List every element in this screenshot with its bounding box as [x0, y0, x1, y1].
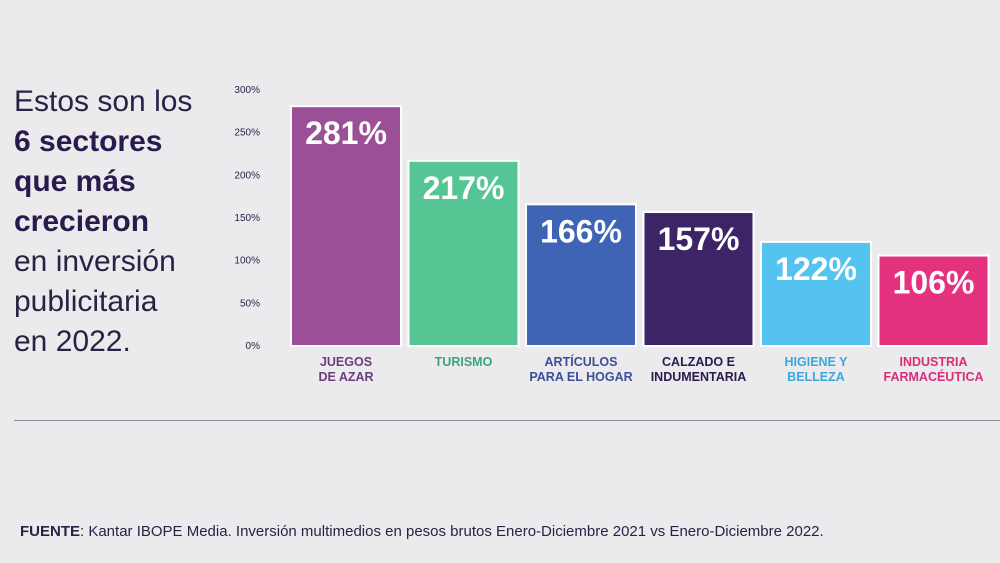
headline: Estos son los 6 sectores que más crecier… — [14, 82, 219, 362]
category-label: CALZADO E — [662, 355, 735, 369]
category-label: FARMACÉUTICA — [884, 369, 984, 384]
headline-line-1: Estos son los — [14, 85, 193, 118]
category-label: DE AZAR — [318, 370, 373, 384]
divider — [14, 420, 1000, 421]
source-note: FUENTE: Kantar IBOPE Media. Inversión mu… — [20, 523, 824, 540]
category-label: INDUMENTARIA — [651, 370, 747, 384]
category-label: ARTÍCULOS — [545, 354, 618, 369]
bar — [642, 211, 755, 347]
y-tick-label: 50% — [240, 298, 260, 309]
source-label: FUENTE — [20, 523, 80, 540]
bar — [290, 105, 402, 347]
category-label: BELLEZA — [787, 370, 845, 384]
data-label: 281% — [305, 115, 387, 151]
bar — [877, 254, 990, 347]
data-label: 106% — [893, 265, 975, 301]
bar — [407, 159, 520, 347]
y-tick-label: 0% — [246, 341, 261, 352]
y-tick-label: 200% — [234, 170, 260, 181]
bar — [760, 240, 872, 347]
data-label: 122% — [775, 251, 857, 287]
y-tick-label: 250% — [234, 128, 260, 139]
data-label: 217% — [423, 170, 505, 206]
category-label: TURISMO — [435, 355, 493, 369]
y-tick-label: 150% — [234, 213, 260, 224]
data-label: 166% — [540, 213, 622, 249]
headline-line-7: en 2022. — [14, 325, 131, 358]
headline-line-2: 6 sectores — [14, 125, 163, 158]
category-label: INDUSTRIA — [899, 355, 967, 369]
data-label: 157% — [658, 221, 740, 257]
category-label: HIGIENE Y — [785, 355, 849, 369]
y-tick-label: 300% — [234, 85, 260, 96]
headline-line-6: publicitaria — [14, 285, 158, 318]
headline-line-4: crecieron — [14, 205, 150, 238]
bar — [525, 203, 637, 347]
y-tick-label: 100% — [234, 256, 260, 267]
source-text: : Kantar IBOPE Media. Inversión multimed… — [80, 523, 824, 540]
headline-line-3: que más — [14, 165, 136, 198]
category-label: PARA EL HOGAR — [529, 370, 632, 384]
category-label: JUEGOS — [320, 355, 372, 369]
headline-line-5: en inversión — [14, 245, 176, 278]
